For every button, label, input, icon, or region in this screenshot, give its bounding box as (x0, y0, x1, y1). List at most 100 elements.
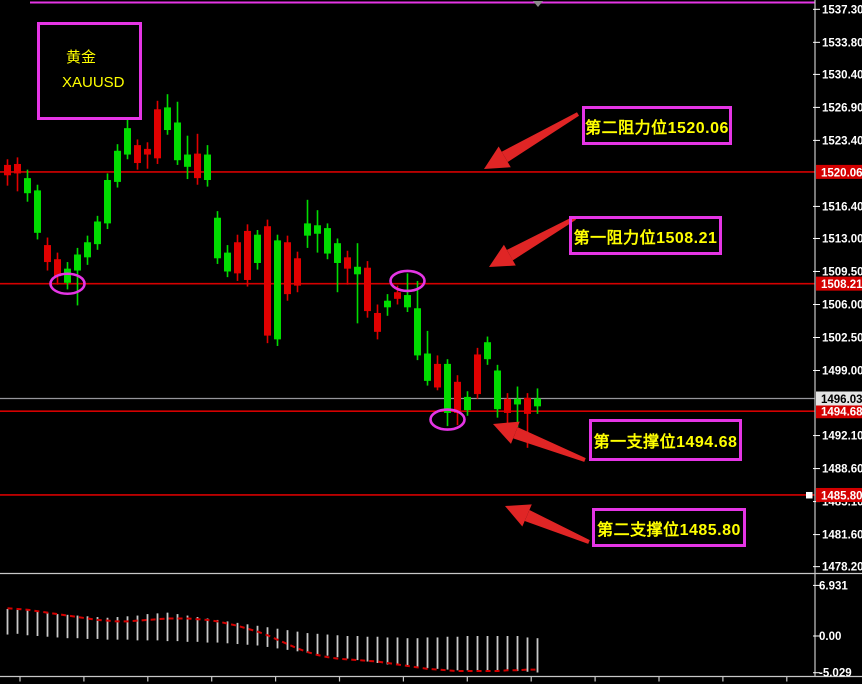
candle-body (344, 257, 351, 269)
candle-body (124, 128, 131, 155)
current-price-label: 1496.03 (821, 394, 862, 406)
highlight-ellipse-2[interactable] (389, 269, 426, 293)
candle-body (434, 363, 441, 388)
arrow-to-resistance2-head[interactable] (484, 146, 511, 169)
axis-level-label-resistance2: 1520.06 (821, 167, 862, 179)
candle-body (184, 154, 191, 167)
candle-body (444, 363, 451, 413)
candle-body (314, 225, 321, 234)
support1-label-box[interactable]: 第一支撑位1494.68 (589, 419, 742, 461)
axis-level-label-bg (816, 276, 862, 291)
resistance1-label-text: 第一阻力位1508.21 (573, 229, 718, 247)
arrow-to-resistance1-head[interactable] (489, 244, 516, 267)
price-tick-label: 1499.00 (822, 365, 862, 377)
candle-body (324, 228, 331, 254)
current-price-label-bg (816, 391, 862, 406)
candle-body (254, 234, 261, 263)
candle-body (64, 268, 71, 283)
candle-body (474, 354, 481, 395)
candle-body (464, 396, 471, 411)
arrow-to-support2-head[interactable] (505, 504, 532, 527)
indicator-tick-label: 6.931 (819, 580, 848, 592)
candle-body (144, 148, 151, 155)
candle-body (274, 240, 281, 340)
axis-level-label-bg (816, 404, 862, 419)
candle-body (104, 180, 111, 224)
price-tick-label: 1492.10 (822, 431, 862, 443)
instrument-info-box[interactable]: 黄金 XAUUSD (37, 22, 142, 120)
candle-body (154, 109, 161, 159)
candle-body (404, 295, 411, 308)
candle-body (354, 266, 361, 275)
price-tick-label: 1502.50 (822, 332, 862, 344)
axis-level-label-bg (816, 164, 862, 179)
arrow-to-support1-head[interactable] (493, 421, 520, 444)
support2-label-text: 第二支撑位1485.80 (597, 521, 741, 539)
candle-body (484, 342, 491, 360)
price-tick-label: 1509.50 (822, 266, 862, 278)
chart-shift-marker-icon (533, 1, 543, 7)
instrument-symbol: XAUUSD (62, 74, 125, 91)
instrument-title: 黄金 (66, 49, 97, 66)
indicator-tick-label: 0.00 (819, 631, 841, 643)
axis-level-label-support1: 1494.68 (821, 407, 862, 419)
axis-level-label-support2: 1485.80 (821, 490, 862, 502)
price-tick-label: 1478.20 (822, 562, 862, 574)
candle-body (284, 242, 291, 295)
candle-body (94, 221, 101, 245)
candle-body (114, 150, 121, 182)
candle-body (14, 163, 21, 174)
arrow-to-support2-shaft[interactable] (524, 509, 590, 544)
candle-body (394, 292, 401, 299)
price-tick-label: 1526.90 (822, 102, 862, 114)
candle-body (384, 300, 391, 308)
price-tick-label: 1506.00 (822, 299, 862, 311)
candle-body (494, 370, 501, 410)
line-handle[interactable] (806, 491, 813, 499)
candle-body (34, 190, 41, 233)
candle-body (194, 153, 201, 179)
price-tick-label: 1523.40 (822, 135, 862, 147)
support2-label-box[interactable]: 第二支撑位1485.80 (592, 508, 746, 547)
candle-body (54, 259, 61, 277)
candle-body (504, 398, 511, 413)
price-tick-label: 1513.00 (822, 233, 862, 245)
arrow-to-support1-shaft[interactable] (513, 427, 586, 462)
arrow-to-resistance1-shaft[interactable] (506, 216, 576, 261)
axis-level-label-bg (816, 487, 862, 502)
candle-body (294, 258, 301, 286)
candle-body (164, 107, 171, 131)
candle-body (24, 178, 31, 194)
resistance2-label-box[interactable]: 第二阻力位1520.06 (582, 106, 732, 145)
candle-body (514, 398, 521, 405)
price-tick-label: 1533.80 (822, 37, 862, 49)
highlight-ellipse-3[interactable] (429, 408, 466, 431)
candle-body (224, 252, 231, 272)
support1-label-text: 第一支撑位1494.68 (593, 434, 738, 451)
highlight-ellipse-1[interactable] (49, 272, 86, 296)
candle-body (374, 312, 381, 332)
resistance2-label-text: 第二阻力位1520.06 (585, 119, 729, 137)
price-tick-label: 1530.40 (822, 69, 862, 81)
price-tick-label: 1537.30 (822, 4, 862, 16)
axis-level-label-resistance1: 1508.21 (821, 279, 862, 291)
candle-body (234, 242, 241, 274)
candle-body (524, 397, 531, 414)
resistance1-label-box[interactable]: 第一阻力位1508.21 (569, 216, 722, 255)
price-tick-label: 1481.60 (822, 530, 862, 542)
candle-body (454, 381, 461, 413)
candle-body (304, 223, 311, 236)
candle-body (174, 122, 181, 161)
candle-body (424, 353, 431, 381)
candle-body (44, 245, 51, 263)
candle-body (264, 226, 271, 336)
arrow-to-resistance2-shaft[interactable] (501, 112, 580, 163)
candle-body (534, 398, 541, 407)
candle-body (204, 154, 211, 181)
candle-body (334, 243, 341, 263)
candle-body (364, 267, 371, 312)
price-tick-label: 1488.60 (822, 464, 862, 476)
